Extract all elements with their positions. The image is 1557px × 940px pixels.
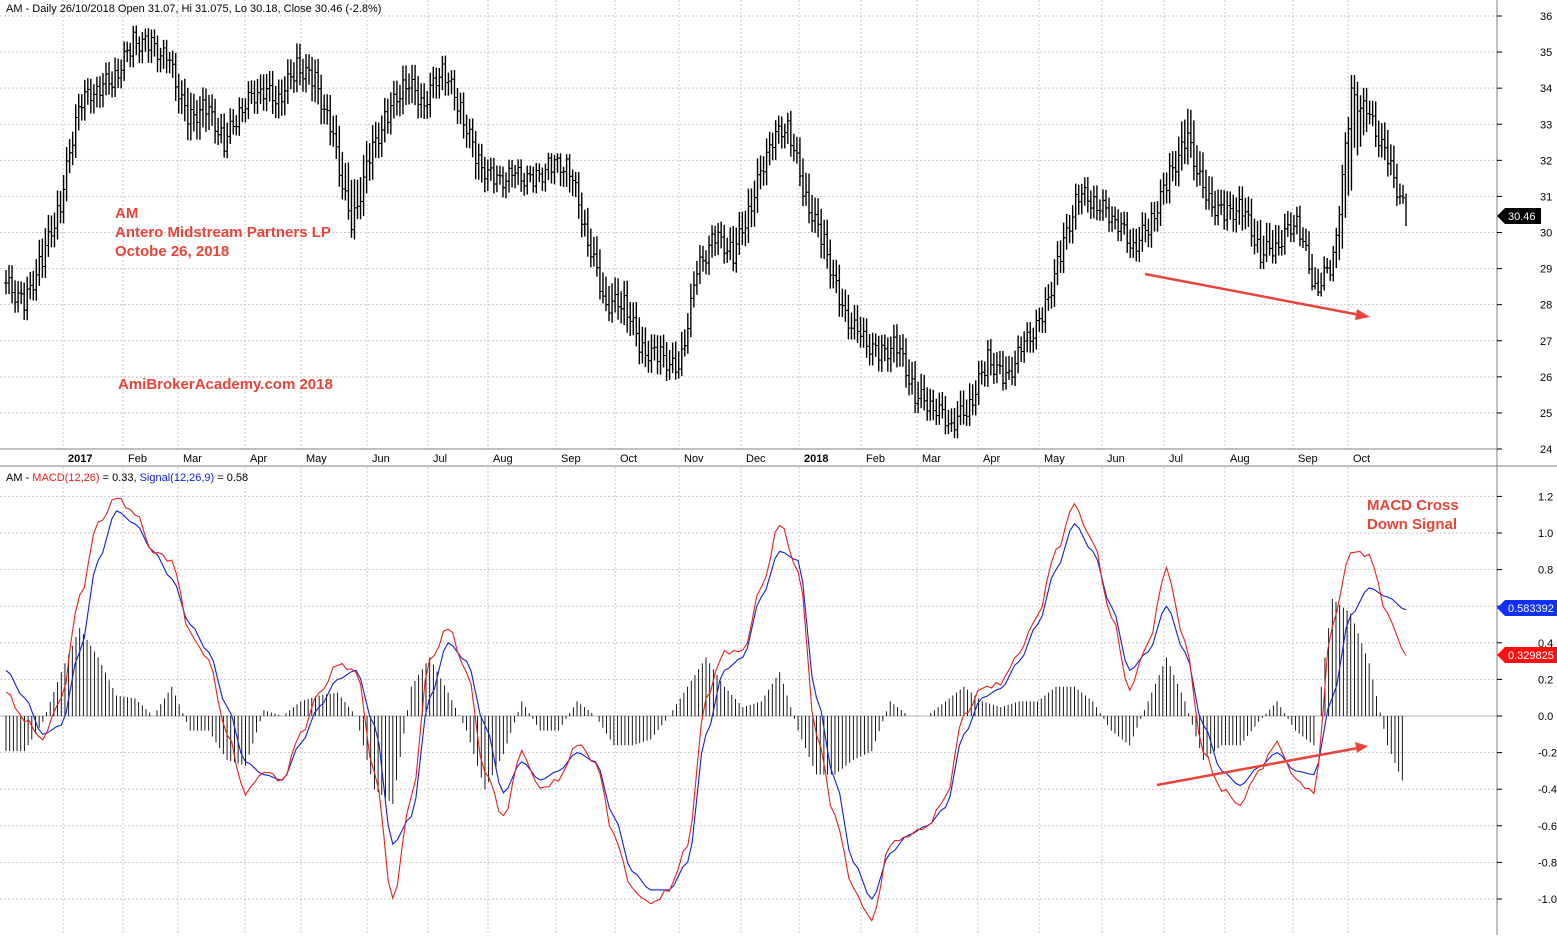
signal-value-tag: 0.583392 <box>1497 600 1557 616</box>
x-tick-label: Mar <box>183 453 202 465</box>
x-tick-label: Oct <box>1353 453 1370 465</box>
macd-lines <box>5 497 1407 922</box>
macd-header-signal: Signal(12,26,9) <box>140 472 215 484</box>
macd-header-macd: MACD(12,26) <box>32 472 99 484</box>
x-tick-label: Sep <box>561 453 581 465</box>
ytick-macd-label: 0.0 <box>1538 711 1553 723</box>
macd-header: AM - MACD(12,26) = 0.33, Signal(12,26,9)… <box>6 472 248 484</box>
annotation-date: Octobe 26, 2018 <box>115 243 229 260</box>
ytick-price-label: 25 <box>1540 408 1552 420</box>
watermark: AmiBrokerAcademy.com 2018 <box>118 376 333 393</box>
macd-tag-shape <box>1497 647 1557 663</box>
x-tick-label: Apr <box>250 453 267 465</box>
x-tick-label: Jul <box>1169 453 1183 465</box>
x-tick-label: May <box>1044 453 1065 465</box>
macd-line <box>5 497 1407 922</box>
ytick-price-label: 36 <box>1540 11 1552 23</box>
ytick-price-label: 35 <box>1540 47 1552 59</box>
macd-header-prefix: AM - <box>6 472 32 484</box>
x-tick-label: May <box>306 453 327 465</box>
ytick-macd-label: -1.0 <box>1538 894 1557 906</box>
annotation-ticker: AM <box>115 205 138 222</box>
macd-header-macd-value: = 0.33, <box>100 472 140 484</box>
arrow-price-head <box>1355 309 1370 320</box>
last-price-label: 30.46 <box>1508 211 1536 223</box>
ytick-price-label: 24 <box>1540 444 1552 456</box>
x-tick-label: Apr <box>983 453 1000 465</box>
ytick-price-label: 33 <box>1540 119 1552 131</box>
ytick-macd-label: 0.4 <box>1538 638 1553 650</box>
ytick-price-label: 31 <box>1540 191 1552 203</box>
ytick-price-label: 34 <box>1540 83 1552 95</box>
annotation-company: Antero Midstream Partners LP <box>115 224 331 241</box>
macd-header-signal-value: = 0.58 <box>214 472 248 484</box>
arrow-macd-head <box>1355 742 1368 753</box>
ytick-price-label: 30 <box>1540 228 1552 240</box>
ytick-macd-label: 1.0 <box>1538 528 1553 540</box>
divergence-arrow-price <box>1144 272 1370 320</box>
price-candles <box>4 25 1407 439</box>
x-tick-label: Nov <box>684 453 704 465</box>
x-tick-label: Aug <box>493 453 513 465</box>
ytick-macd-label: -0.6 <box>1538 821 1557 833</box>
last-price-tag: 30.46 <box>1497 208 1541 224</box>
x-tick-label: Dec <box>746 453 766 465</box>
macd-histogram <box>5 598 1403 804</box>
macd-annotation-line2: Down Signal <box>1367 516 1457 533</box>
price-header: AM - Daily 26/10/2018 Open 31.07, Hi 31.… <box>6 3 381 15</box>
ytick-price-label: 27 <box>1540 336 1552 348</box>
arrow-macd-line <box>1156 746 1359 787</box>
last-price-tag-shape <box>1497 208 1541 224</box>
signal-line <box>5 510 1407 900</box>
arrow-price-line <box>1144 272 1361 317</box>
macd-value-tag: 0.329825 <box>1497 647 1557 663</box>
x-tick-label: Jun <box>1107 453 1125 465</box>
x-tick-label: Feb <box>128 453 147 465</box>
ytick-macd-label: -0.2 <box>1538 748 1557 760</box>
ytick-macd-label: 0.2 <box>1538 674 1553 686</box>
x-tick-label: Jun <box>372 453 390 465</box>
signal-value-label: 0.583392 <box>1508 603 1554 615</box>
ytick-macd-label: -0.8 <box>1538 857 1557 869</box>
divergence-arrow-macd <box>1156 742 1368 787</box>
macd-annotation-line1: MACD Cross <box>1367 497 1459 514</box>
macd-value-label: 0.329825 <box>1508 650 1554 662</box>
x-tick-label: Aug <box>1230 453 1250 465</box>
ytick-price-label: 32 <box>1540 155 1552 167</box>
ytick-macd-label: 0.8 <box>1538 565 1553 577</box>
x-tick-label: 2018 <box>804 453 828 465</box>
x-tick-label: Mar <box>922 453 941 465</box>
x-tick-label: Jul <box>433 453 447 465</box>
ytick-price-label: 26 <box>1540 372 1552 384</box>
x-tick-label: 2017 <box>68 453 92 465</box>
x-tick-label: Sep <box>1298 453 1318 465</box>
ytick-price-label: 29 <box>1540 264 1552 276</box>
x-tick-label: Oct <box>620 453 637 465</box>
signal-tag-shape <box>1497 600 1557 616</box>
ytick-macd-label: 1.2 <box>1538 491 1553 503</box>
ytick-macd-label: -0.4 <box>1538 784 1557 796</box>
ytick-price-label: 28 <box>1540 300 1552 312</box>
x-tick-label: Feb <box>866 453 885 465</box>
